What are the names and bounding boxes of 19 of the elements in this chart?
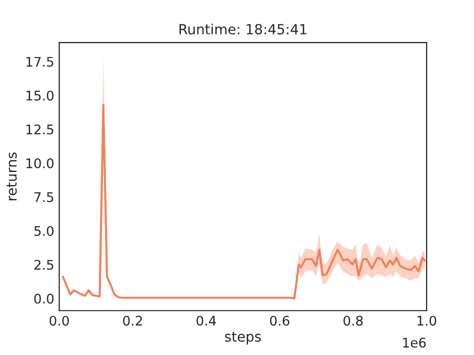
x-tick-label: 0.4 [196,316,216,326]
x-tick-label: 0.8 [344,316,363,326]
y-tick-label: 0.0 [34,294,54,304]
y-tick-label: 15.0 [26,90,54,101]
text: 1e6 [403,338,426,348]
x-tick-label: 0.6 [270,316,290,326]
y-tick-label: 5.0 [34,226,54,236]
y-tick-label: 7.5 [34,192,54,202]
y-axis-title: returns [6,152,17,200]
x-tick-label: 1.0 [418,316,436,326]
chart-title: Runtime: 18:45:41 [180,24,306,34]
x-tick-label: 0.2 [123,316,142,326]
y-tick-label: 2.5 [34,260,54,270]
y-tick-label: 12.5 [26,124,54,134]
x-tick-label: 0.0 [50,316,69,326]
y-tick-label: 10.0 [26,158,54,168]
line-series [62,104,426,300]
y-tick-label: 17.5 [26,56,54,67]
x-axis-title: steps [225,332,261,344]
